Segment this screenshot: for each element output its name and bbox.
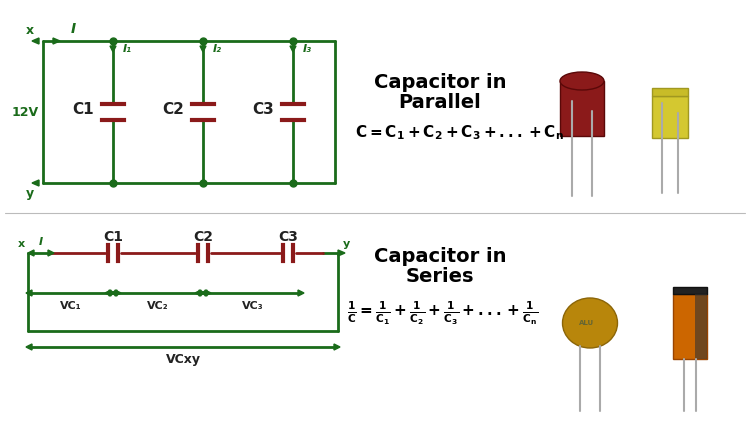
Polygon shape bbox=[200, 46, 206, 52]
Text: C1: C1 bbox=[72, 102, 94, 117]
Text: I₁: I₁ bbox=[123, 44, 132, 54]
Text: I₂: I₂ bbox=[213, 44, 222, 54]
Text: Parallel: Parallel bbox=[399, 93, 482, 112]
Polygon shape bbox=[48, 250, 54, 256]
Bar bbox=[560, 81, 604, 136]
Text: x: x bbox=[26, 25, 34, 37]
Polygon shape bbox=[290, 46, 296, 52]
Polygon shape bbox=[32, 180, 39, 186]
Polygon shape bbox=[111, 290, 117, 296]
Text: Capacitor in: Capacitor in bbox=[374, 247, 506, 265]
Text: C2: C2 bbox=[193, 230, 213, 244]
Text: ALU: ALU bbox=[580, 320, 595, 326]
Text: y: y bbox=[342, 239, 350, 249]
Ellipse shape bbox=[560, 72, 604, 90]
Text: VC₃: VC₃ bbox=[242, 301, 263, 311]
Bar bbox=[652, 96, 688, 138]
Text: C1: C1 bbox=[103, 230, 123, 244]
Bar bbox=[695, 294, 707, 359]
Text: $\mathbf{C = C_1 + C_2 + C_3 + ... + C_n}$: $\mathbf{C = C_1 + C_2 + C_3 + ... + C_n… bbox=[355, 123, 564, 142]
Polygon shape bbox=[26, 344, 32, 350]
Text: y: y bbox=[26, 187, 34, 199]
Text: VC₁: VC₁ bbox=[60, 301, 81, 311]
Text: C3: C3 bbox=[252, 102, 274, 117]
Text: Series: Series bbox=[406, 266, 474, 285]
Bar bbox=[673, 287, 707, 294]
Polygon shape bbox=[201, 290, 207, 296]
Text: Capacitor in: Capacitor in bbox=[374, 74, 506, 93]
Polygon shape bbox=[110, 46, 116, 52]
Text: I: I bbox=[70, 22, 76, 36]
Polygon shape bbox=[115, 290, 121, 296]
Ellipse shape bbox=[562, 298, 617, 348]
Text: C3: C3 bbox=[278, 230, 298, 244]
Text: VCxy: VCxy bbox=[166, 354, 200, 366]
Polygon shape bbox=[195, 290, 201, 296]
Bar bbox=[673, 294, 707, 359]
Polygon shape bbox=[205, 290, 211, 296]
Text: $\mathbf{\frac{1}{C} = \frac{1}{C_1} + \frac{1}{C_2} + \frac{1}{C_3} + ... + \fr: $\mathbf{\frac{1}{C} = \frac{1}{C_1} + \… bbox=[347, 299, 538, 327]
Polygon shape bbox=[26, 290, 32, 296]
Text: 12V: 12V bbox=[11, 105, 38, 119]
Polygon shape bbox=[338, 250, 345, 256]
Polygon shape bbox=[105, 290, 111, 296]
Polygon shape bbox=[334, 344, 340, 350]
Text: x: x bbox=[17, 239, 25, 249]
Text: C2: C2 bbox=[162, 102, 184, 117]
Text: I₃: I₃ bbox=[303, 44, 312, 54]
Polygon shape bbox=[199, 290, 205, 296]
Text: VC₂: VC₂ bbox=[147, 301, 169, 311]
Text: I: I bbox=[39, 237, 43, 247]
Polygon shape bbox=[32, 38, 39, 44]
Polygon shape bbox=[53, 38, 60, 44]
Polygon shape bbox=[28, 250, 34, 256]
Bar bbox=[652, 88, 688, 96]
Polygon shape bbox=[298, 290, 304, 296]
Polygon shape bbox=[109, 290, 115, 296]
